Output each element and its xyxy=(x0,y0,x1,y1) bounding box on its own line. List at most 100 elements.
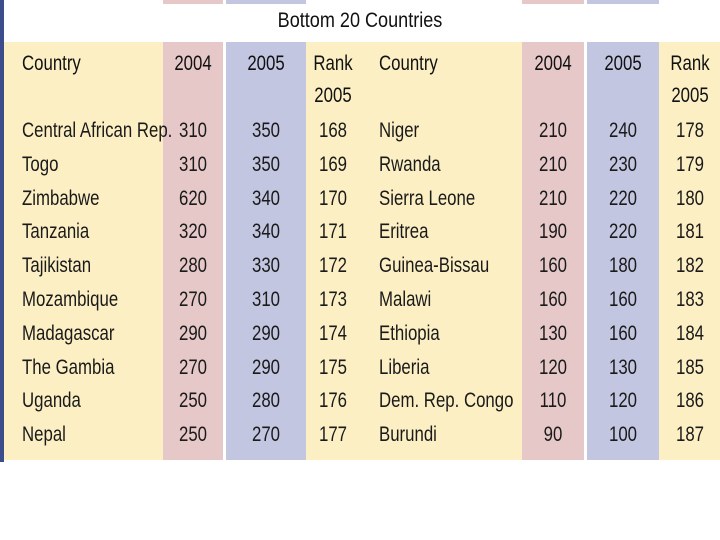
rank-cell-left: 169 xyxy=(318,153,348,176)
value-2005-cell-right: 160 xyxy=(608,322,638,345)
country-cell-right: Guinea-Bissau xyxy=(379,254,490,277)
value-2004-cell-right: 120 xyxy=(538,356,568,379)
rank-cell-right: 179 xyxy=(675,153,705,176)
country-cell-left: Zimbabwe xyxy=(22,187,100,210)
rank-cell-left: 172 xyxy=(318,254,348,277)
header-country: Country xyxy=(22,52,81,75)
value-2004-cell-right: 210 xyxy=(538,187,568,210)
col-divider xyxy=(223,42,226,460)
value-2004-cell-right: 130 xyxy=(538,322,568,345)
value-2004-cell-left: 310 xyxy=(178,153,208,176)
left-edge-bar xyxy=(0,0,4,462)
rank-cell-right: 187 xyxy=(675,423,705,446)
header-2005: 2005 xyxy=(247,52,285,75)
country-cell-right: Rwanda xyxy=(379,153,441,176)
rank-cell-right: 181 xyxy=(675,220,705,243)
value-2005-cell-right: 130 xyxy=(608,356,638,379)
country-cell-left: Togo xyxy=(22,153,59,176)
header-2005-2: 2005 xyxy=(604,52,642,75)
country-cell-left: Tanzania xyxy=(22,220,90,243)
rank-cell-right: 180 xyxy=(675,187,705,210)
col-2005-left xyxy=(226,42,306,460)
country-cell-left: Uganda xyxy=(22,389,81,412)
col-2004-right xyxy=(522,42,584,460)
value-2004-cell-left: 320 xyxy=(178,220,208,243)
header-2004: 2004 xyxy=(174,52,212,75)
value-2005-cell-left: 350 xyxy=(251,119,281,142)
top-strip-pink-2 xyxy=(522,0,584,4)
value-2005-cell-right: 180 xyxy=(608,254,638,277)
country-cell-left: Mozambique xyxy=(22,288,119,311)
country-cell-left: Tajikistan xyxy=(22,254,92,277)
rank-cell-left: 168 xyxy=(318,119,348,142)
value-2004-cell-right: 160 xyxy=(538,254,568,277)
value-2004-cell-left: 250 xyxy=(178,423,208,446)
col-divider-2 xyxy=(584,42,587,460)
value-2005-cell-right: 120 xyxy=(608,389,638,412)
country-cell-right: Liberia xyxy=(379,356,430,379)
value-2005-cell-right: 220 xyxy=(608,220,638,243)
value-2005-cell-left: 270 xyxy=(251,423,281,446)
country-cell-left: Madagascar xyxy=(22,322,115,345)
value-2004-cell-left: 270 xyxy=(178,356,208,379)
header-rank-year: 2005 xyxy=(314,84,352,107)
value-2005-cell-right: 220 xyxy=(608,187,638,210)
rank-cell-right: 185 xyxy=(675,356,705,379)
country-cell-right: Dem. Rep. Congo xyxy=(379,389,514,412)
rank-cell-right: 186 xyxy=(675,389,705,412)
country-cell-right: Sierra Leone xyxy=(379,187,476,210)
header-country-2: Country xyxy=(379,52,438,75)
value-2004-cell-left: 310 xyxy=(178,119,208,142)
value-2005-cell-left: 340 xyxy=(251,220,281,243)
country-cell-left: Central African Rep. xyxy=(22,119,173,142)
country-cell-right: Niger xyxy=(379,119,420,142)
col-2005-right xyxy=(587,42,659,460)
value-2004-cell-right: 190 xyxy=(538,220,568,243)
header-rank-2: Rank xyxy=(670,52,710,75)
country-cell-left: The Gambia xyxy=(22,356,115,379)
value-2004-cell-left: 280 xyxy=(178,254,208,277)
country-cell-right: Burundi xyxy=(379,423,437,446)
top-strip-blue xyxy=(226,0,306,4)
country-cell-right: Eritrea xyxy=(379,220,429,243)
value-2005-cell-left: 290 xyxy=(251,322,281,345)
value-2005-cell-right: 240 xyxy=(608,119,638,142)
header-rank-year-2: 2005 xyxy=(671,84,709,107)
rank-cell-right: 184 xyxy=(675,322,705,345)
value-2005-cell-left: 330 xyxy=(251,254,281,277)
header-2004-2: 2004 xyxy=(534,52,572,75)
value-2005-cell-left: 340 xyxy=(251,187,281,210)
top-strip-pink xyxy=(163,0,223,4)
value-2005-cell-right: 100 xyxy=(608,423,638,446)
rank-cell-left: 171 xyxy=(318,220,348,243)
value-2004-cell-right: 110 xyxy=(539,389,567,412)
rank-cell-right: 178 xyxy=(675,119,705,142)
value-2004-cell-left: 270 xyxy=(178,288,208,311)
value-2005-cell-left: 310 xyxy=(251,288,281,311)
value-2004-cell-right: 210 xyxy=(538,119,568,142)
value-2005-cell-left: 350 xyxy=(251,153,281,176)
country-cell-right: Malawi xyxy=(379,288,432,311)
value-2005-cell-left: 290 xyxy=(251,356,281,379)
top-strip-blue-2 xyxy=(587,0,659,4)
rank-cell-left: 175 xyxy=(318,356,348,379)
table-title: Bottom 20 Countries xyxy=(277,9,443,32)
value-2004-cell-left: 250 xyxy=(178,389,208,412)
rank-cell-left: 176 xyxy=(318,389,348,412)
rank-cell-left: 173 xyxy=(318,288,348,311)
country-cell-right: Ethiopia xyxy=(379,322,440,345)
country-cell-left: Nepal xyxy=(22,423,66,446)
rank-cell-right: 182 xyxy=(675,254,705,277)
value-2004-cell-right: 160 xyxy=(538,288,568,311)
rank-cell-left: 177 xyxy=(318,423,348,446)
value-2004-cell-left: 620 xyxy=(178,187,208,210)
col-2004-left xyxy=(163,42,223,460)
value-2004-cell-right: 210 xyxy=(538,153,568,176)
value-2005-cell-right: 230 xyxy=(608,153,638,176)
rank-cell-right: 183 xyxy=(675,288,705,311)
value-2005-cell-left: 280 xyxy=(251,389,281,412)
rank-cell-left: 170 xyxy=(318,187,348,210)
rank-cell-left: 174 xyxy=(318,322,348,345)
value-2004-cell-left: 290 xyxy=(178,322,208,345)
